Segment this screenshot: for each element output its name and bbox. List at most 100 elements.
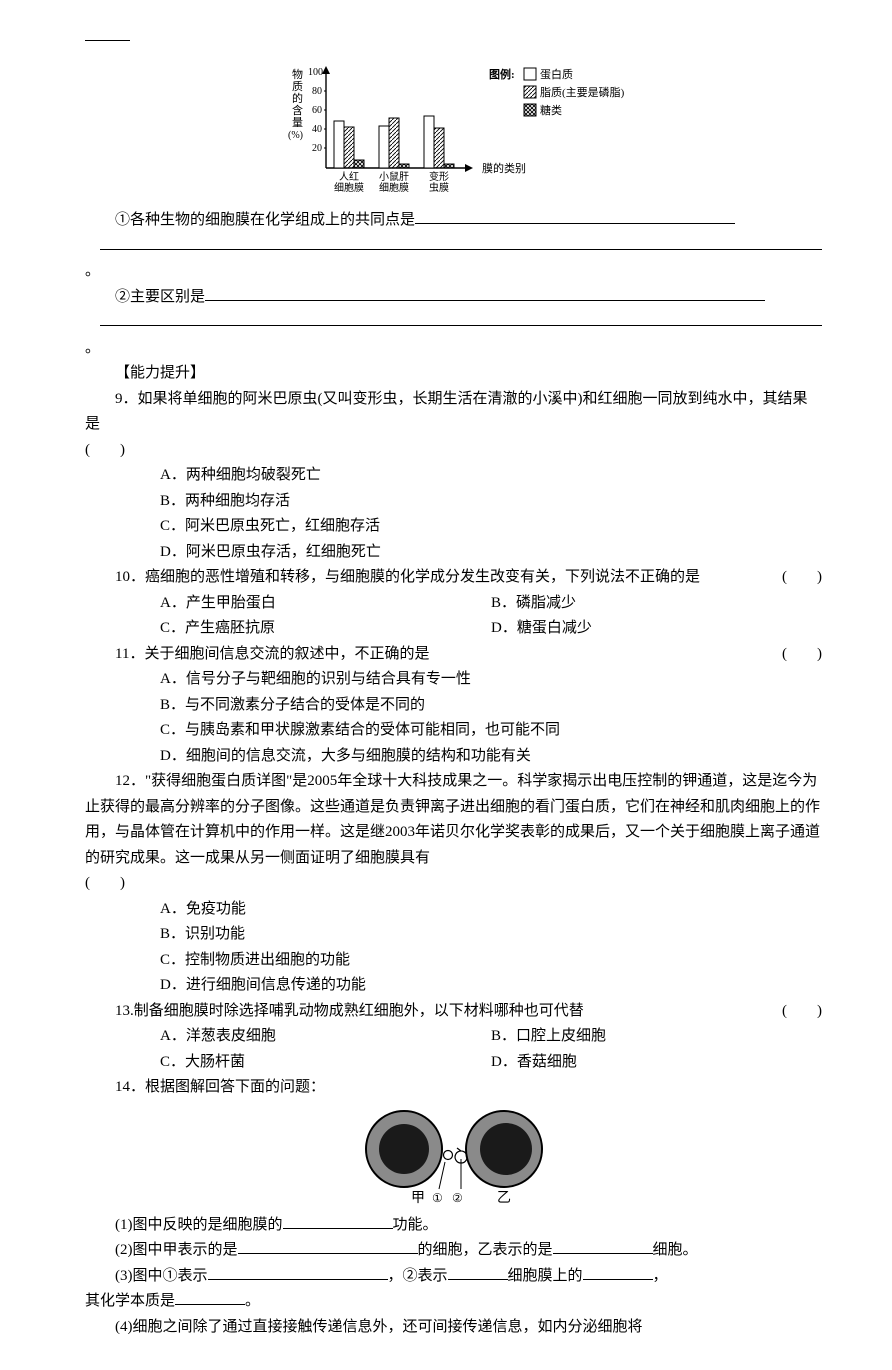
y-axis-label: 物 <box>292 67 303 81</box>
bar-chart-svg: 物 质 的 含 量 (%) 100 80 60 40 20 <box>284 60 624 200</box>
q9-opt-d: D．阿米巴原虫存活，红细胞死亡 <box>85 540 822 566</box>
q13-row1: A．洋葱表皮细胞 B．口腔上皮细胞 <box>85 1024 822 1050</box>
q14-sub1-a: (1)图中反映的是细胞膜的 <box>115 1217 283 1233</box>
q9-opt-c: C．阿米巴原虫死亡，红细胞存活 <box>85 514 822 540</box>
blank-fill[interactable] <box>208 1265 388 1280</box>
q14-sub3-end: 。 <box>245 1293 260 1309</box>
q13-opt-b: B．口腔上皮细胞 <box>491 1024 822 1050</box>
period: 。 <box>85 263 100 279</box>
blank-line[interactable] <box>100 235 822 250</box>
blank-fill[interactable] <box>283 1214 393 1229</box>
q10-row2: C．产生癌胚抗原 D．糖蛋白减少 <box>85 616 822 642</box>
q14-sub2-b: 的细胞，乙表示的是 <box>418 1242 553 1258</box>
q13-stem-text: 13.制备细胞膜时除选择哺乳动物成熟红细胞外，以下材料哪种也可代替 <box>115 1003 584 1019</box>
q14-sub3: (3)图中①表示，②表示细胞膜上的， <box>85 1264 822 1290</box>
section-heading: 【能力提升】 <box>85 361 822 387</box>
q10-stem: 10．癌细胞的恶性增殖和转移，与细胞膜的化学成分发生改变有关，下列说法不正确的是… <box>85 565 822 591</box>
q12-opt-a: A．免疫功能 <box>85 897 822 923</box>
q14-sub3-c: 细胞膜上的 <box>508 1268 583 1284</box>
q12-stem: 12．"获得细胞蛋白质详图"是2005年全球十大科技成果之一。科学家揭示出电压控… <box>85 769 822 871</box>
q14-sub2-c: 细胞。 <box>653 1242 698 1258</box>
blank-line[interactable] <box>100 311 822 326</box>
q13-opt-a: A．洋葱表皮细胞 <box>160 1024 491 1050</box>
svg-text:20: 20 <box>312 143 322 154</box>
q10-row1: A．产生甲胎蛋白 B．磷脂减少 <box>85 591 822 617</box>
svg-text:细胞膜: 细胞膜 <box>334 181 364 194</box>
q11-stem: 11．关于细胞间信息交流的叙述中，不正确的是 ( ) <box>85 642 822 668</box>
svg-text:膜的类别: 膜的类别 <box>482 161 526 175</box>
q9-stem: 9．如果将单细胞的阿米巴原虫(又叫变形虫，长期生活在清澈的小溪中)和红细胞一同放… <box>85 387 822 438</box>
q9-paren: ( ) <box>85 438 822 464</box>
q14-sub1-b: 功能。 <box>393 1217 438 1233</box>
q12-paren: ( ) <box>85 871 822 897</box>
svg-text:脂质(主要是磷脂): 脂质(主要是磷脂) <box>540 85 624 99</box>
q11-paren: ( ) <box>752 642 822 668</box>
chart-figure: 物 质 的 含 量 (%) 100 80 60 40 20 <box>85 60 822 200</box>
svg-text:图例:: 图例: <box>489 67 515 81</box>
period: 。 <box>85 340 100 356</box>
q14-sub1: (1)图中反映的是细胞膜的 功能。 <box>85 1213 822 1239</box>
y-ticks: 100 80 60 40 20 <box>308 67 326 154</box>
q13-row2: C．大肠杆菌 D．香菇细胞 <box>85 1050 822 1076</box>
q10-opt-a: A．产生甲胎蛋白 <box>160 591 491 617</box>
chart-sub-q2: ②主要区别是 <box>85 285 822 311</box>
q14-stem: 14．根据图解回答下面的问题： <box>85 1075 822 1101</box>
svg-text:变形: 变形 <box>429 170 449 183</box>
q10-opt-d: D．糖蛋白减少 <box>491 616 822 642</box>
svg-text:量: 量 <box>292 116 303 129</box>
q14-sub3-a: (3)图中①表示 <box>115 1268 208 1284</box>
q12-opt-d: D．进行细胞间信息传递的功能 <box>85 973 822 999</box>
q13-opt-d: D．香菇细胞 <box>491 1050 822 1076</box>
cell-diagram-svg: 甲 ① ② 乙 <box>349 1107 559 1207</box>
svg-text:人红: 人红 <box>339 170 359 183</box>
blank-fill[interactable] <box>205 286 765 301</box>
q10-stem-text: 10．癌细胞的恶性增殖和转移，与细胞膜的化学成分发生改变有关，下列说法不正确的是 <box>115 569 700 585</box>
q14-sub3-e: 其化学本质是 <box>85 1293 175 1309</box>
q11-opt-b: B．与不同激素分子结合的受体是不同的 <box>85 693 822 719</box>
cell-label-left: 甲 <box>411 1191 425 1206</box>
blank-fill[interactable] <box>175 1290 245 1305</box>
q14-sub3-b: ，②表示 <box>388 1268 448 1284</box>
q10-opt-b: B．磷脂减少 <box>491 591 822 617</box>
q11-opt-c: C．与胰岛素和甲状腺激素结合的受体可能相同，也可能不同 <box>85 718 822 744</box>
q10-paren: ( ) <box>752 565 822 591</box>
svg-text:80: 80 <box>312 86 322 97</box>
svg-text:含: 含 <box>292 103 303 117</box>
q14-sub2-a: (2)图中甲表示的是 <box>115 1242 238 1258</box>
page-top-rule <box>85 40 130 41</box>
svg-text:60: 60 <box>312 105 322 116</box>
blank-fill[interactable] <box>583 1265 653 1280</box>
chart-legend: 图例: 蛋白质 脂质(主要是磷脂) 糖类 <box>489 67 624 117</box>
q12-opt-c: C．控制物质进出细胞的功能 <box>85 948 822 974</box>
q11-opt-d: D．细胞间的信息交流，大多与细胞膜的结构和功能有关 <box>85 744 822 770</box>
chart-sub-q1-text: ①各种生物的细胞膜在化学组成上的共同点是 <box>115 212 415 228</box>
svg-text:糖类: 糖类 <box>540 103 562 117</box>
q14-sub3-line2: 其化学本质是 。 <box>85 1289 822 1315</box>
q13-paren: ( ) <box>752 999 822 1025</box>
svg-text:的: 的 <box>292 91 303 105</box>
svg-text:40: 40 <box>312 124 322 135</box>
svg-text:(%): (%) <box>288 130 303 141</box>
q14-sub2: (2)图中甲表示的是 的细胞，乙表示的是 细胞。 <box>85 1238 822 1264</box>
blank-fill[interactable] <box>553 1239 653 1254</box>
blank-fill[interactable] <box>448 1265 508 1280</box>
blank-fill[interactable] <box>238 1239 418 1254</box>
q11-stem-text: 11．关于细胞间信息交流的叙述中，不正确的是 <box>115 646 429 662</box>
svg-text:100: 100 <box>308 67 323 78</box>
cell-marker-1: ① <box>432 1191 443 1205</box>
cell-diagram: 甲 ① ② 乙 <box>85 1107 822 1207</box>
q9-opt-a: A．两种细胞均破裂死亡 <box>85 463 822 489</box>
chart-sub-q2-text: ②主要区别是 <box>115 289 205 305</box>
q14-sub4: (4)细胞之间除了通过直接接触传递信息外，还可间接传递信息，如内分泌细胞将 <box>85 1315 822 1341</box>
blank-fill[interactable] <box>415 209 735 224</box>
q9-opt-b: B．两种细胞均存活 <box>85 489 822 515</box>
cell-label-right: 乙 <box>497 1190 511 1206</box>
svg-text:质: 质 <box>292 80 303 93</box>
svg-text:蛋白质: 蛋白质 <box>540 67 573 81</box>
q13-opt-c: C．大肠杆菌 <box>160 1050 491 1076</box>
q10-opt-c: C．产生癌胚抗原 <box>160 616 491 642</box>
svg-text:细胞膜: 细胞膜 <box>379 181 409 194</box>
q13-stem: 13.制备细胞膜时除选择哺乳动物成熟红细胞外，以下材料哪种也可代替 ( ) <box>85 999 822 1025</box>
q12-opt-b: B．识别功能 <box>85 922 822 948</box>
cell-marker-2: ② <box>452 1191 463 1205</box>
